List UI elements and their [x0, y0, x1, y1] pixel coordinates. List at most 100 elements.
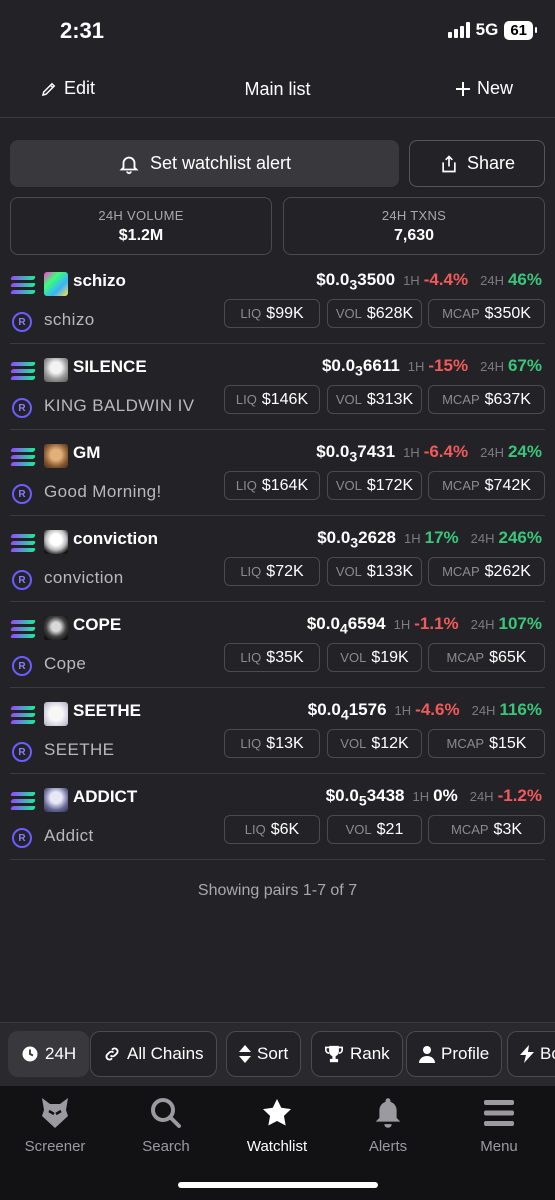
price-group: $0.036611 1H -15% 24H 67% — [322, 356, 542, 379]
profile-label: Profile — [441, 1044, 490, 1063]
lightning-icon — [520, 1045, 534, 1063]
change-1h-label: 1H — [393, 617, 411, 632]
star-icon — [263, 1099, 291, 1126]
liq-label: LIQ — [240, 650, 262, 665]
market-cap-chip: MCAP $637K — [428, 385, 545, 414]
token-symbol: schizo — [73, 271, 126, 290]
set-watchlist-alert-button[interactable]: Set watchlist alert — [10, 140, 399, 187]
solana-chain-icon — [10, 620, 36, 638]
chains-filter-button[interactable]: All Chains — [90, 1031, 217, 1077]
token-avatar — [44, 444, 68, 468]
nav-watchlist[interactable]: Watchlist — [222, 1096, 332, 1155]
bell-icon — [375, 1098, 401, 1128]
signal-icon — [447, 22, 470, 38]
token-symbol: ADDICT — [73, 787, 138, 806]
mcap-value: $350K — [484, 304, 531, 322]
status-time: 2:31 — [60, 18, 105, 43]
page-title[interactable]: Main list — [244, 79, 311, 99]
edit-button[interactable]: Edit — [40, 78, 95, 99]
token-avatar — [44, 616, 68, 640]
filter-bar: 24H All Chains Sort Rank Profile Bo — [0, 1022, 555, 1086]
token-avatar — [44, 358, 68, 382]
nav-screener-label: Screener — [24, 1138, 86, 1155]
change-24h-value: -1.2% — [497, 786, 542, 805]
change-24h-value: 246% — [498, 528, 542, 547]
volume-chip: VOL $12K — [327, 729, 422, 758]
pair-row[interactable]: COPE $0.046594 1H -1.1% 24H 107% R Cope … — [0, 602, 555, 688]
vol-label: VOL — [335, 564, 362, 579]
alert-label: Set watchlist alert — [149, 153, 292, 173]
vol-label: VOL — [335, 478, 362, 493]
change-24h-label: 24H — [470, 617, 495, 632]
liq-value: $146K — [261, 390, 309, 408]
pair-row[interactable]: schizo $0.033500 1H -4.4% 24H 46% R schi… — [0, 258, 555, 344]
pair-row[interactable]: GM $0.037431 1H -6.4% 24H 24% R Good Mor… — [0, 430, 555, 516]
liquidity-chip: LIQ $99K — [224, 299, 320, 328]
volume-chip: VOL $133K — [327, 557, 422, 586]
price-group: $0.046594 1H -1.1% 24H 107% — [307, 614, 542, 637]
mcap-value: $3K — [493, 820, 523, 838]
rank-label: Rank — [350, 1044, 390, 1063]
change-24h-value: 24% — [507, 442, 542, 461]
nav-alerts[interactable]: Alerts — [333, 1096, 443, 1155]
pair-row[interactable]: SILENCE $0.036611 1H -15% 24H 67% R KING… — [0, 344, 555, 430]
boosted-label: Bo — [540, 1044, 555, 1063]
status-indicators: 5G 61 — [447, 20, 537, 40]
vol-value: $12K — [371, 734, 409, 752]
edit-label: Edit — [64, 78, 96, 98]
profile-button[interactable]: Profile — [406, 1031, 503, 1077]
liquidity-chip: LIQ $35K — [224, 643, 320, 672]
token-name: Good Morning! — [44, 482, 162, 501]
time-filter-button[interactable]: 24H — [8, 1031, 90, 1077]
token-name: SEETHE — [44, 740, 115, 759]
nav-search[interactable]: Search — [111, 1096, 221, 1155]
network-type: 5G — [475, 20, 499, 39]
volume-value: $1.2M — [118, 227, 164, 244]
vol-label: VOL — [340, 650, 367, 665]
sort-icon — [239, 1045, 251, 1063]
mcap-value: $65K — [489, 648, 527, 666]
token-price: $0.032628 — [317, 528, 396, 552]
token-name: KING BALDWIN IV — [44, 396, 195, 415]
market-cap-chip: MCAP $3K — [428, 815, 545, 844]
token-symbol: SEETHE — [73, 701, 142, 720]
sort-button[interactable]: Sort — [226, 1031, 302, 1077]
liquidity-chip: LIQ $164K — [224, 471, 320, 500]
clock-icon — [22, 1046, 38, 1062]
change-24h-value: 116% — [499, 700, 542, 719]
share-icon — [442, 154, 456, 172]
market-cap-chip: MCAP $262K — [428, 557, 545, 586]
nav-menu[interactable]: Menu — [444, 1096, 554, 1155]
change-24h-label: 24H — [471, 703, 496, 718]
token-name: Addict — [44, 826, 94, 845]
solana-chain-icon — [10, 706, 36, 724]
change-1h-label: 1H — [404, 531, 421, 546]
pair-row[interactable]: ADDICT $0.053438 1H 0% 24H -1.2% R Addic… — [0, 774, 555, 860]
share-button[interactable]: Share — [409, 140, 545, 187]
rank-button[interactable]: Rank — [311, 1031, 403, 1077]
change-1h-value: -6.4% — [423, 442, 469, 461]
vol-label: VOL — [340, 736, 367, 751]
token-avatar — [44, 788, 68, 812]
bottom-nav: Screener Search Watchlist Alerts Menu — [0, 1086, 555, 1200]
pair-row[interactable]: SEETHE $0.041576 1H -4.6% 24H 116% R SEE… — [0, 688, 555, 774]
mcap-label: MCAP — [446, 736, 485, 751]
solana-chain-icon — [10, 448, 36, 466]
pair-row[interactable]: conviction $0.032628 1H 17% 24H 246% R c… — [0, 516, 555, 602]
mcap-label: MCAP — [442, 392, 480, 407]
volume-label: 24H VOLUME — [98, 208, 184, 223]
token-price: $0.046594 — [306, 614, 386, 638]
vol-value: $133K — [366, 562, 414, 580]
new-list-button[interactable]: New — [455, 78, 513, 99]
volume-chip: VOL $21 — [327, 815, 422, 844]
nav-watchlist-label: Watchlist — [246, 1138, 308, 1155]
liquidity-chip: LIQ $13K — [224, 729, 320, 758]
token-symbol: SILENCE — [73, 357, 147, 376]
change-1h-label: 1H — [403, 445, 420, 460]
token-symbol: COPE — [73, 615, 122, 634]
change-24h-label: 24H — [470, 531, 495, 546]
vol-label: VOL — [335, 392, 362, 407]
nav-screener[interactable]: Screener — [0, 1096, 110, 1155]
boosted-button[interactable]: Bo — [507, 1031, 555, 1077]
change-24h-value: 46% — [507, 270, 542, 289]
